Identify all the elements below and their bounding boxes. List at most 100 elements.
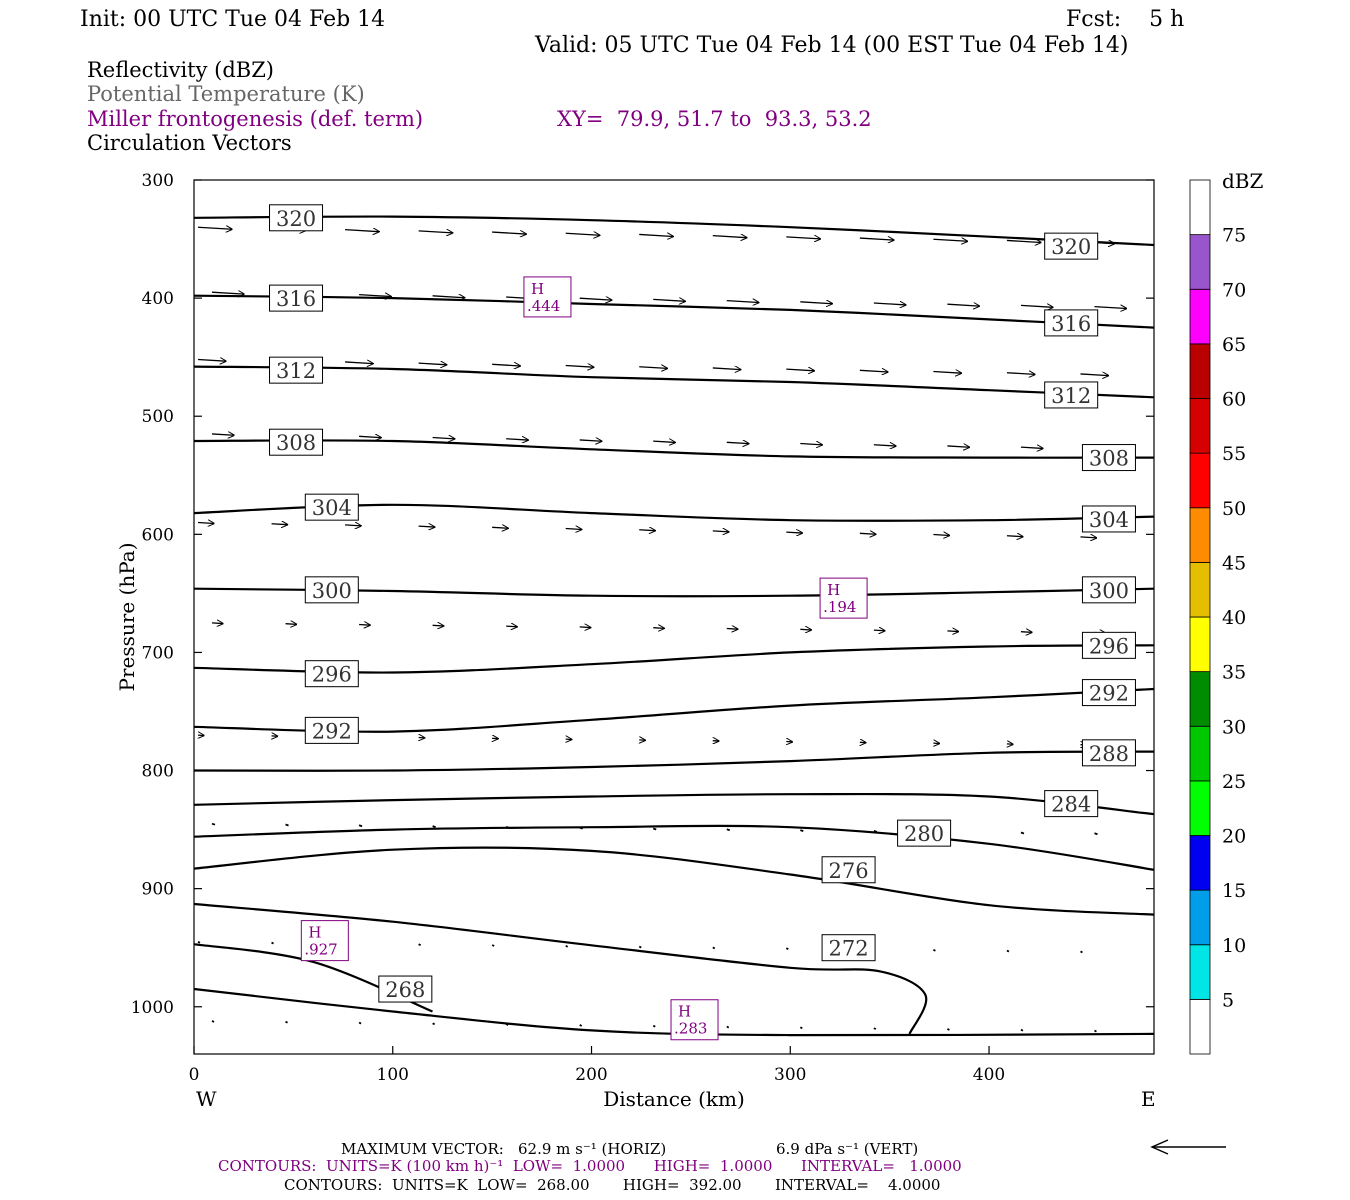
max-vector-horiz: 62.9 m s⁻¹ (HORIZ): [518, 1140, 666, 1158]
circulation-vector: [418, 943, 422, 947]
frontogenesis-high-box: [300, 920, 349, 962]
circulation-vector: [639, 234, 673, 236]
frontogenesis-high-label: H: [827, 581, 840, 599]
circulation-vector: [345, 230, 379, 232]
colorbar-label: 55: [1222, 443, 1246, 465]
contour-label: 300: [1089, 579, 1129, 603]
theta-contour-line: [194, 503, 1154, 522]
colorbar-swatch: [1189, 725, 1211, 782]
circulation-vector: [639, 530, 655, 531]
contour-label: 304: [1089, 508, 1129, 532]
frontogenesis-high-value: .927: [304, 941, 337, 959]
circulation-vector: [1006, 949, 1010, 953]
contour-label-box: [269, 428, 324, 456]
circulation-vector: [652, 827, 657, 831]
circulation-vector: [799, 1026, 803, 1030]
reflectivity-colorbar: 5 10 15 20 25 30 35 40 45 50 55 60 65 70 75: [1189, 179, 1246, 1055]
circulation-vector: [947, 631, 958, 632]
circulation-vector: [800, 829, 804, 832]
circulation-vector: [432, 825, 436, 828]
circulation-vector: [271, 524, 288, 525]
circulation-vector: [1080, 374, 1108, 376]
circulation-vector: [1006, 240, 1041, 242]
colorbar-swatch: [1189, 561, 1211, 618]
circulation-vector: [1094, 307, 1126, 309]
circulation-vector: [285, 823, 289, 827]
circulation-vector: [359, 625, 370, 626]
circulation-vector: [565, 529, 582, 530]
colorbar-label: 70: [1222, 279, 1246, 301]
circulation-vector: [565, 944, 569, 948]
circulation-vector: [211, 1020, 215, 1023]
colorbar-label: 35: [1222, 662, 1246, 684]
y-tick-label: 300: [142, 171, 174, 191]
circulation-vector: [726, 828, 731, 832]
contour-label: 320: [1051, 235, 1091, 259]
theta-contour-line: [194, 439, 1154, 459]
colorbar-label: 60: [1222, 389, 1246, 411]
circulation-vector: [432, 296, 465, 298]
circulation-vector: [726, 301, 759, 303]
circulation-vector: [506, 439, 528, 440]
circulation-vector: [712, 946, 716, 950]
contour-label: 292: [1089, 682, 1129, 706]
circulation-vector: [1080, 950, 1083, 954]
colorbar-label: 50: [1222, 498, 1246, 520]
circulation-vector: [1080, 537, 1096, 538]
circulation-vector: [418, 526, 435, 527]
circulation-vector: [800, 302, 832, 304]
circulation-vector: [933, 948, 936, 952]
circulation-vector: [211, 292, 244, 294]
colorbar-swatch: [1189, 616, 1211, 673]
circulation-vector: [579, 298, 612, 300]
theta-contour-labels: 320 320 316 316 312 312 308 308 304 304 300 300 296 2…: [269, 204, 1136, 1003]
y-axis: 300 400 500 600 700 800 900 1000: [131, 171, 1154, 1018]
contour-label-box: [1081, 444, 1136, 472]
circulation-vector: [505, 1023, 509, 1026]
colorbar-swatch: [1189, 944, 1211, 1000]
circulation-vector: [211, 623, 223, 624]
circulation-vector: [639, 367, 667, 369]
contour-label-box: [269, 204, 324, 232]
circulation-vector: [653, 628, 664, 629]
circulation-vector: [859, 370, 888, 372]
circulation-vector: [786, 369, 814, 371]
colorbar-swatch: [1189, 452, 1211, 509]
frontogenesis-high-box: [819, 577, 868, 619]
max-vector-vert: 6.9 dPa s⁻¹ (VERT): [776, 1140, 918, 1158]
circulation-vector: [933, 372, 961, 374]
circulation-vector: [1094, 832, 1098, 836]
contour-label-box: [1044, 309, 1099, 337]
theta-contour-line: [194, 824, 1154, 871]
colorbar-label: 75: [1222, 225, 1246, 247]
y-tick-label: 400: [142, 289, 174, 309]
colorbar-label: 20: [1222, 826, 1246, 848]
colorbar-title: dBZ: [1222, 169, 1264, 193]
contour-label-box: [821, 856, 876, 884]
contour-label: 296: [312, 663, 352, 687]
contour-label: 312: [276, 359, 316, 383]
contour-label-box: [304, 493, 359, 521]
theta-contours: [194, 215, 1154, 1037]
circulation-vector: [358, 824, 363, 828]
theta-contour-line: [194, 294, 1154, 329]
circulation-vector: [211, 822, 216, 826]
west-label: W: [196, 1087, 217, 1111]
contours-frontogenesis-info: CONTOURS: UNITS=K (100 km h)⁻¹ LOW= 1.00…: [218, 1157, 962, 1175]
circulation-vector: [726, 629, 738, 630]
circulation-vector: [1006, 373, 1035, 375]
circulation-vector: [800, 444, 822, 445]
contours-theta-info: CONTOURS: UNITS=K LOW= 268.00 HIGH= 392.…: [284, 1176, 940, 1194]
circulation-vector: [933, 535, 949, 536]
frontogenesis-high-box: [523, 276, 572, 318]
y-tick-label: 500: [142, 407, 174, 427]
contour-label: 308: [276, 431, 316, 455]
circulation-vector: [1020, 305, 1053, 307]
circulation-vector: [726, 1025, 730, 1029]
circulation-vector: [579, 627, 591, 628]
x-tick-label: 300: [774, 1065, 806, 1085]
reference-vector-arrow: [1150, 1139, 1226, 1155]
contour-label: 296: [1089, 634, 1129, 658]
contour-label: 308: [1089, 447, 1129, 471]
